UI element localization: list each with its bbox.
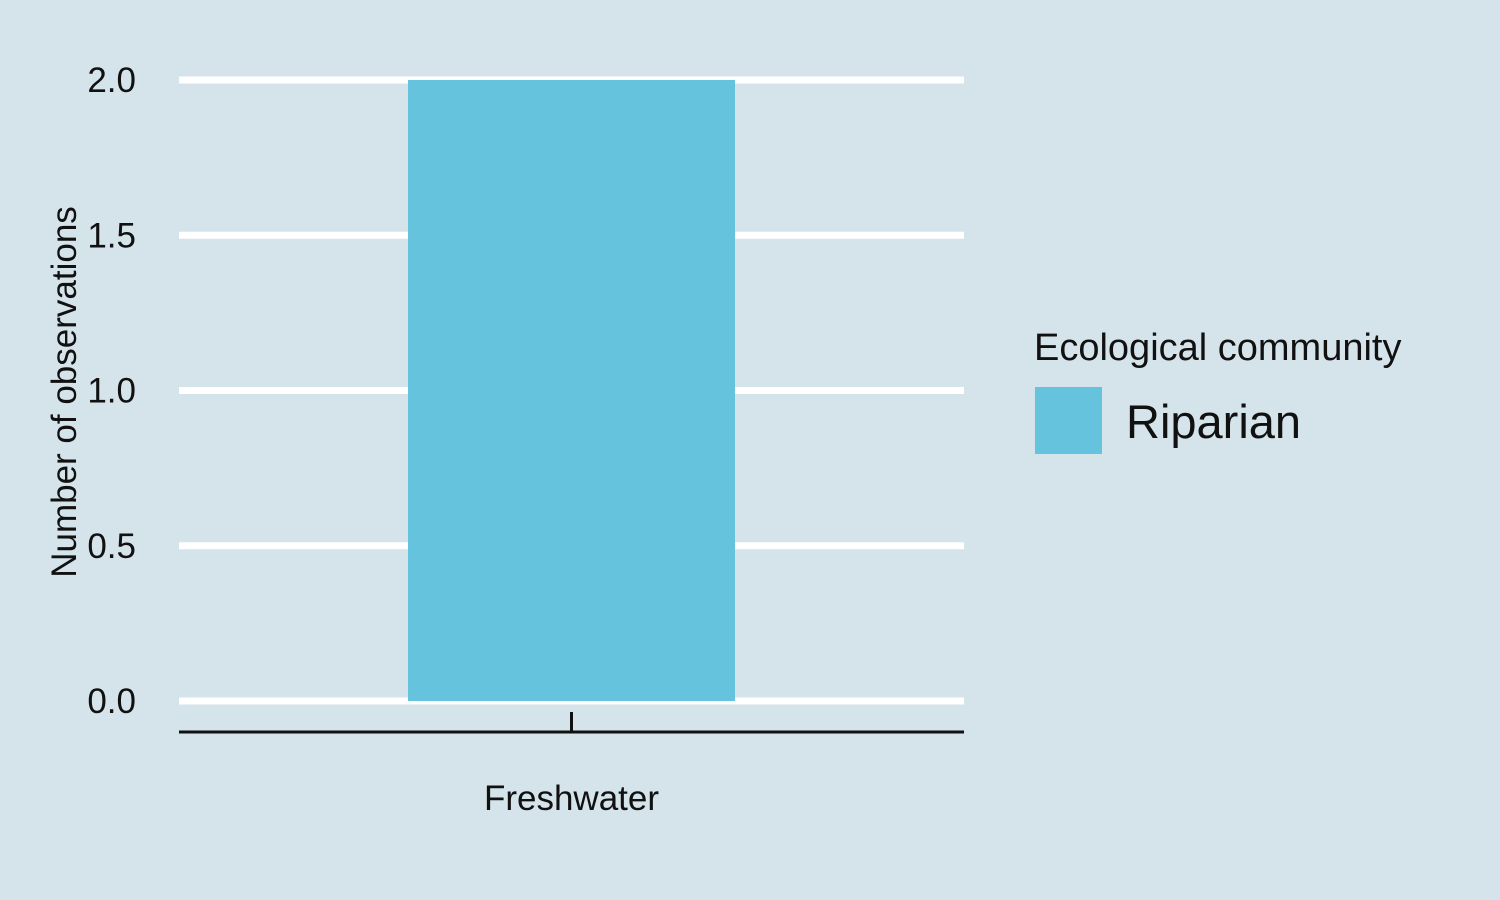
x-tick-labels: Freshwater bbox=[484, 779, 659, 818]
y-tick-label: 0.0 bbox=[87, 682, 136, 721]
y-tick-label: 0.5 bbox=[87, 527, 136, 566]
bar bbox=[408, 80, 735, 701]
y-tick-label: 1.5 bbox=[87, 216, 136, 255]
legend-swatch bbox=[1035, 387, 1102, 454]
y-tick-label: 2.0 bbox=[87, 61, 136, 100]
bars bbox=[408, 80, 735, 701]
y-axis-title: Number of observations bbox=[45, 206, 84, 578]
y-tick-labels: 0.0 0.5 1.0 1.5 2.0 bbox=[87, 61, 136, 721]
legend-items: Riparian bbox=[1035, 387, 1301, 454]
legend: Ecological community Riparian bbox=[1034, 327, 1401, 454]
legend-title: Ecological community bbox=[1034, 327, 1401, 369]
y-tick-label: 1.0 bbox=[87, 372, 136, 411]
legend-label: Riparian bbox=[1126, 395, 1301, 448]
x-tick-label: Freshwater bbox=[484, 779, 659, 818]
